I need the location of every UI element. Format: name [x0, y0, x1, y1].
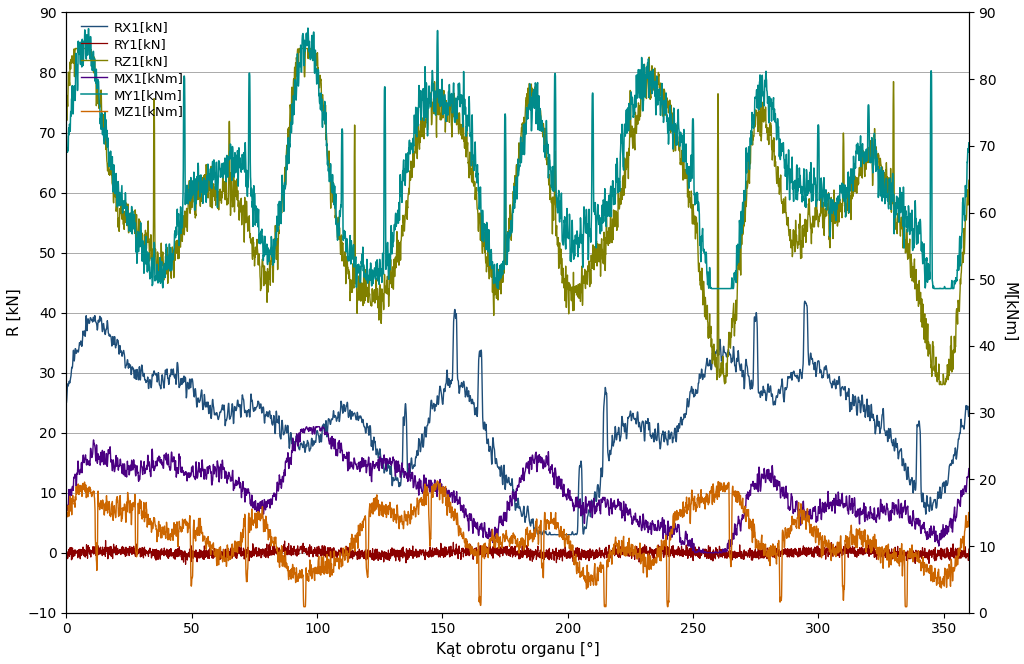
Line: RY1[kN]: RY1[kN]	[67, 540, 969, 564]
Line: RZ1[kN]: RZ1[kN]	[67, 48, 969, 384]
MX1[kNm]	[60, 501, 73, 509]
MZ1[kNm]	[298, 603, 310, 611]
RY1[kN]	[963, 545, 975, 553]
Line: RX1[kN]: RX1[kN]	[67, 301, 969, 535]
MZ1[kNm]	[606, 544, 618, 552]
RX1[kN]	[60, 398, 73, 406]
RZ1[kN]	[312, 72, 325, 80]
RY1[kN]	[179, 560, 191, 568]
MZ1[kNm]	[254, 509, 266, 517]
MZ1[kNm]	[963, 511, 975, 519]
MX1[kNm]	[701, 548, 714, 556]
RX1[kN]	[878, 412, 890, 420]
RY1[kN]	[60, 549, 73, 557]
MZ1[kNm]	[60, 513, 73, 521]
MY1[kNm]	[60, 132, 73, 140]
RY1[kN]	[963, 552, 975, 560]
RZ1[kN]	[606, 226, 618, 234]
MX1[kNm]	[963, 465, 975, 473]
RY1[kN]	[623, 547, 635, 555]
Line: MZ1[kNm]: MZ1[kNm]	[67, 481, 969, 607]
MX1[kNm]	[963, 469, 975, 477]
MY1[kNm]	[312, 84, 325, 92]
RX1[kN]	[254, 404, 266, 412]
MY1[kNm]	[878, 175, 890, 183]
RX1[kN]	[545, 531, 557, 539]
RX1[kN]	[963, 412, 975, 420]
RX1[kN]	[622, 414, 634, 422]
MX1[kNm]	[878, 506, 890, 514]
X-axis label: Kąt obrotu organu [°]: Kąt obrotu organu [°]	[436, 642, 599, 657]
MY1[kNm]	[606, 189, 618, 197]
MX1[kNm]	[622, 506, 634, 514]
RY1[kN]	[99, 537, 112, 544]
MX1[kNm]	[606, 503, 618, 511]
MZ1[kNm]	[431, 477, 443, 485]
MZ1[kNm]	[623, 549, 635, 557]
MY1[kNm]	[622, 104, 634, 112]
MY1[kNm]	[302, 24, 314, 32]
RZ1[kN]	[878, 186, 890, 194]
RZ1[kN]	[622, 156, 634, 164]
RZ1[kN]	[963, 181, 975, 189]
RZ1[kN]	[60, 103, 73, 111]
RY1[kN]	[606, 550, 618, 558]
RX1[kN]	[799, 297, 811, 305]
RZ1[kN]	[70, 44, 82, 52]
RY1[kN]	[878, 554, 890, 562]
MY1[kNm]	[706, 285, 718, 293]
MX1[kNm]	[254, 500, 266, 508]
MX1[kNm]	[312, 423, 325, 431]
RZ1[kN]	[963, 176, 975, 184]
MZ1[kNm]	[963, 509, 975, 517]
MY1[kNm]	[254, 230, 266, 238]
RY1[kN]	[312, 545, 325, 553]
MY1[kNm]	[963, 139, 975, 147]
Y-axis label: R [kN]: R [kN]	[7, 289, 22, 337]
Legend: RX1[kN], RY1[kN], RZ1[kN], MX1[kNm], MY1[kNm], MZ1[kNm]: RX1[kN], RY1[kN], RZ1[kN], MX1[kNm], MY1…	[76, 15, 188, 124]
MZ1[kNm]	[312, 552, 325, 560]
RX1[kN]	[963, 412, 975, 420]
RX1[kN]	[312, 432, 325, 440]
Y-axis label: M[kNm]: M[kNm]	[1002, 282, 1017, 343]
MY1[kNm]	[963, 144, 975, 152]
MZ1[kNm]	[878, 551, 890, 559]
RX1[kN]	[606, 432, 618, 440]
RZ1[kN]	[935, 380, 947, 388]
Line: MY1[kNm]: MY1[kNm]	[67, 28, 969, 289]
RY1[kN]	[254, 549, 266, 557]
RZ1[kN]	[254, 272, 266, 280]
Line: MX1[kNm]: MX1[kNm]	[67, 427, 969, 552]
MX1[kNm]	[312, 423, 325, 431]
